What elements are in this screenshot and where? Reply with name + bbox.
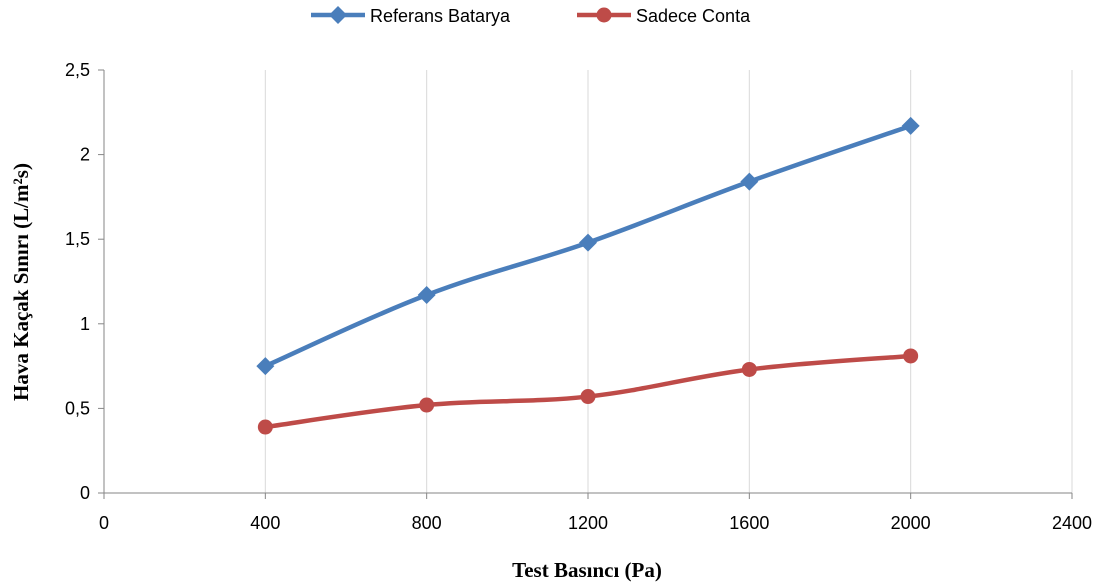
data-point bbox=[417, 286, 436, 305]
legend-marker bbox=[329, 6, 347, 24]
y-tick-label: 0,5 bbox=[65, 398, 90, 418]
x-tick-label: 1600 bbox=[729, 513, 769, 533]
x-tick-label: 0 bbox=[99, 513, 109, 533]
data-point bbox=[419, 397, 435, 413]
y-tick-label: 2,5 bbox=[65, 60, 90, 80]
series bbox=[256, 116, 920, 435]
x-tick-label: 1200 bbox=[568, 513, 608, 533]
x-tick-label: 2400 bbox=[1052, 513, 1092, 533]
legend-label: Referans Batarya bbox=[370, 6, 511, 26]
legend-item: Sadece Conta bbox=[577, 6, 751, 26]
x-tick-label: 400 bbox=[250, 513, 280, 533]
y-tick-label: 0 bbox=[80, 483, 90, 503]
legend-item: Referans Batarya bbox=[311, 6, 511, 26]
data-point bbox=[580, 389, 596, 405]
y-tick-label: 1 bbox=[80, 314, 90, 334]
x-tick-label: 2000 bbox=[891, 513, 931, 533]
data-point bbox=[740, 172, 759, 191]
data-point bbox=[257, 419, 273, 435]
x-tick-label: 800 bbox=[412, 513, 442, 533]
series-1 bbox=[257, 348, 919, 435]
series-0 bbox=[256, 116, 920, 376]
data-point bbox=[579, 233, 597, 252]
x-axis-title: Test Basıncı (Pa) bbox=[512, 558, 662, 582]
grid bbox=[264, 70, 1073, 493]
data-point bbox=[901, 116, 920, 135]
y-axis-title: Hava Kaçak Sınırı (L/m²s) bbox=[9, 163, 33, 401]
data-point bbox=[256, 357, 275, 376]
axes: 0 0,5 1 1,5 2 2,5 0 400 800 1200 1600 2000 2400 bbox=[65, 60, 1092, 533]
y-tick-label: 1,5 bbox=[65, 229, 90, 249]
legend-marker bbox=[596, 7, 612, 23]
legend-label: Sadece Conta bbox=[636, 6, 751, 26]
data-point bbox=[741, 361, 757, 377]
legend: Referans Batarya Sadece Conta bbox=[311, 6, 751, 26]
data-point bbox=[903, 348, 919, 364]
y-tick-label: 2 bbox=[80, 145, 90, 165]
